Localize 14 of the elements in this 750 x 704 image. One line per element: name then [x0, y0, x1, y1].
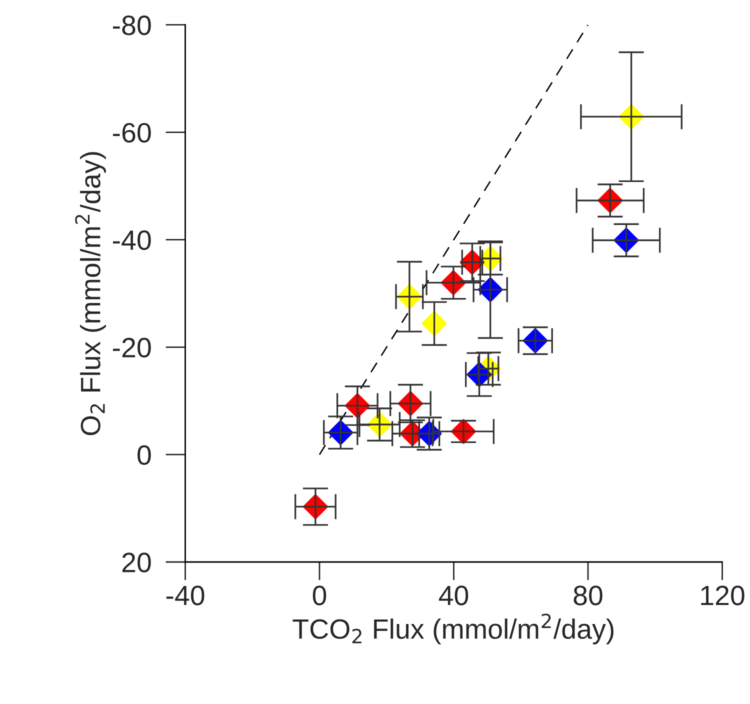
y-axis-title: O$_{2}$ Flux (mmol/m$^{2}$/day)	[75, 152, 106, 436]
x-tick-label: -40	[166, 586, 204, 606]
x-tick-label: 80	[574, 586, 602, 606]
y-tick-label: 0	[138, 445, 151, 465]
x-tick-label: 120	[701, 586, 744, 606]
y-tick-label: -20	[113, 338, 151, 358]
y-tick-label: 20	[122, 552, 151, 572]
x-tick-label: 40	[438, 586, 468, 606]
x-axis-title: TCO$_{2}$ Flux (mmol/m$^{2}$/day)	[292, 614, 614, 644]
x-tick-label: 0	[312, 586, 326, 606]
point	[422, 311, 447, 336]
y-tick-label: -60	[113, 122, 151, 143]
y-tick-label: -40	[113, 230, 151, 250]
y-tick-label: -80	[113, 16, 151, 36]
